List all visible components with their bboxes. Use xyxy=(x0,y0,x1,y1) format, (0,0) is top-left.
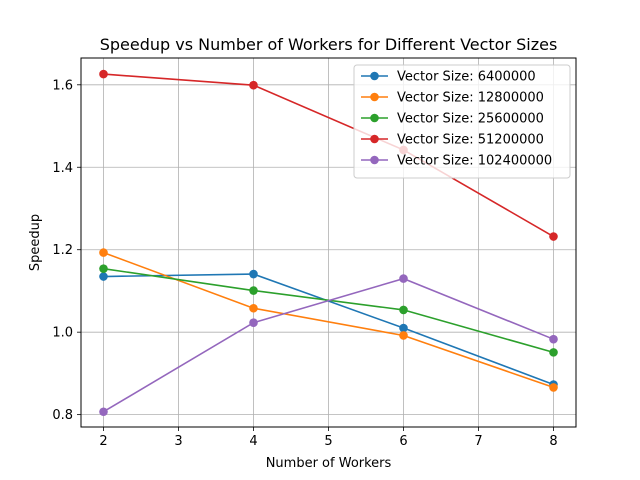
data-point xyxy=(249,80,258,90)
data-point xyxy=(249,318,258,327)
data-point xyxy=(99,264,108,273)
legend-marker xyxy=(370,71,379,81)
legend-item: Vector Size: 25600000 xyxy=(361,112,544,127)
data-point xyxy=(99,272,108,281)
series-1 xyxy=(99,248,558,392)
legend-item: Vector Size: 51200000 xyxy=(361,133,544,148)
data-point xyxy=(399,274,408,283)
data-point xyxy=(249,269,258,279)
legend-label: Vector Size: 102400000 xyxy=(397,154,552,169)
x-tick-label: 6 xyxy=(399,434,407,449)
legend-item: Vector Size: 6400000 xyxy=(361,70,536,85)
series-4 xyxy=(99,274,558,417)
x-tick-label: 7 xyxy=(474,434,482,449)
y-axis-label: Speedup xyxy=(28,214,43,271)
legend-marker xyxy=(370,134,379,144)
series-line xyxy=(103,277,554,413)
legend-label: Vector Size: 25600000 xyxy=(397,112,544,127)
data-point xyxy=(399,323,408,333)
series-line xyxy=(103,73,554,238)
x-tick-label: 4 xyxy=(249,434,257,449)
data-point xyxy=(549,383,558,392)
legend-label: Vector Size: 6400000 xyxy=(397,70,536,85)
x-axis-label: Number of Workers xyxy=(266,456,392,471)
data-point xyxy=(249,303,258,313)
chart-title: Speedup vs Number of Workers for Differe… xyxy=(100,35,558,54)
x-tick-label: 8 xyxy=(549,434,557,449)
legend-label: Vector Size: 12800000 xyxy=(397,91,544,106)
x-tick-label: 2 xyxy=(99,434,107,449)
y-tick-label: 1.0 xyxy=(52,326,73,341)
data-point xyxy=(99,407,108,417)
series-line xyxy=(103,251,554,389)
legend-marker xyxy=(370,92,379,102)
legend-item: Vector Size: 12800000 xyxy=(361,91,544,106)
data-point xyxy=(549,232,558,241)
x-tick-label: 3 xyxy=(174,434,182,449)
data-point xyxy=(399,331,408,340)
x-tick-label: 5 xyxy=(324,434,332,449)
legend-marker xyxy=(370,155,379,165)
series-lines xyxy=(99,69,558,417)
data-point xyxy=(99,248,108,257)
y-tick-label: 0.8 xyxy=(52,408,73,423)
axis-ticks: 2 3 4 5 6 7 8 0.8 1.0 1.2 1.4 1.6 xyxy=(52,78,557,449)
legend-box xyxy=(353,64,571,179)
legend-item: Vector Size: 102400000 xyxy=(361,154,552,169)
y-tick-label: 1.6 xyxy=(52,78,73,93)
y-tick-label: 1.2 xyxy=(52,243,73,258)
data-point xyxy=(549,348,558,357)
data-point xyxy=(249,286,258,295)
y-tick-label: 1.4 xyxy=(52,161,73,176)
series-3 xyxy=(99,69,558,241)
legend: Vector Size: 6400000 Vector Size: 1280000… xyxy=(353,64,571,179)
data-point xyxy=(99,69,108,79)
legend-label: Vector Size: 51200000 xyxy=(397,133,544,148)
data-point xyxy=(549,334,558,344)
data-point xyxy=(399,305,408,315)
legend-marker xyxy=(370,113,379,123)
